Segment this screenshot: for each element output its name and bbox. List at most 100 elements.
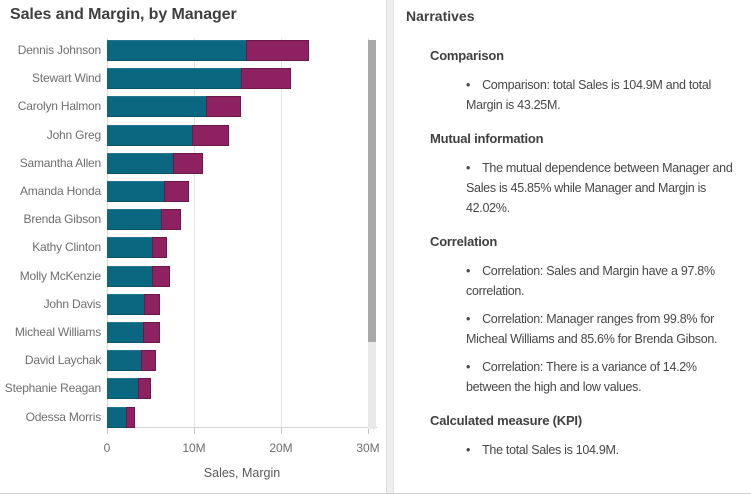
narrative-section-heading: Mutual information <box>430 131 544 146</box>
chart-scrollbar[interactable] <box>368 40 376 429</box>
sales-bar-segment[interactable] <box>107 237 152 259</box>
stacked-bar <box>107 406 135 428</box>
narrative-sections: Comparison • Comparison: total Sales is 10… <box>406 44 745 460</box>
bar-row: Samantha Allen <box>0 152 377 174</box>
narrative-bullet: • Correlation: There is a variance of 14.… <box>466 357 745 397</box>
manager-label: Brenda Gibson <box>23 212 102 227</box>
narrative-bullet: • Correlation: Sales and Margin have a 97… <box>466 261 745 301</box>
bullet-point-icon: • <box>466 312 471 326</box>
narrative-section: Comparison • Comparison: total Sales is 10… <box>430 44 745 115</box>
margin-bar-segment[interactable] <box>161 209 181 231</box>
stacked-bar <box>107 209 181 231</box>
narrative-bullet-text: The total Sales is 104.9M. <box>482 443 619 457</box>
sales-bar-segment[interactable] <box>107 209 161 231</box>
narrative-section: Correlation • Correlation: Sales and Margi… <box>430 230 745 397</box>
manager-label: Amanda Honda <box>20 184 101 198</box>
stacked-bar <box>107 181 189 202</box>
manager-label: Samantha Allen <box>19 155 101 170</box>
narrative-bullet: • Comparison: total Sales is 104.9M and t… <box>466 75 745 115</box>
narrative-bullet: • Correlation: Manager ranges from 99.8% … <box>466 309 745 349</box>
margin-bar-segment[interactable] <box>164 181 189 202</box>
x-tick-label: 20M <box>269 441 293 455</box>
sales-bar-segment[interactable] <box>107 152 173 174</box>
margin-bar-segment[interactable] <box>144 293 160 315</box>
bar-row: John Greg <box>0 124 377 146</box>
margin-bar-segment[interactable] <box>246 40 309 61</box>
manager-label: Carolyn Halmon <box>17 99 101 114</box>
manager-label: Dennis Johnson <box>17 43 101 57</box>
x-tick-label: 10M <box>182 441 206 455</box>
margin-bar-segment[interactable] <box>206 96 241 118</box>
gridline <box>281 38 282 427</box>
narrative-section-heading: Correlation <box>430 234 498 249</box>
x-tick-mark <box>281 428 282 434</box>
sales-bar-segment[interactable] <box>107 293 144 315</box>
margin-bar-segment[interactable] <box>192 124 229 146</box>
narrative-section: Calculated measure (KPI) • The total Sales… <box>430 409 745 460</box>
margin-bar-segment[interactable] <box>173 152 203 174</box>
sales-bar-segment[interactable] <box>107 378 138 400</box>
bullet-point-icon: • <box>466 161 471 175</box>
manager-label: Stephanie Reagan <box>4 381 101 396</box>
narrative-bullet-list: • The mutual dependence between Manager a… <box>466 158 745 218</box>
sales-bar-segment[interactable] <box>107 322 143 343</box>
bar-row: Stephanie Reagan <box>0 378 377 400</box>
manager-label: John Greg <box>46 127 101 142</box>
margin-bar-segment[interactable] <box>126 406 135 428</box>
panel-divider <box>386 0 394 494</box>
manager-label: John Davis <box>43 296 102 311</box>
bar-row: Carolyn Halmon <box>0 96 377 118</box>
margin-bar-segment[interactable] <box>152 237 167 259</box>
margin-bar-segment[interactable] <box>141 350 156 372</box>
margin-bar-segment[interactable] <box>143 322 160 343</box>
bullet-point-icon: • <box>466 78 471 92</box>
narrative-bullet-text: Correlation: There is a variance of 14.2… <box>466 360 697 394</box>
gridline <box>107 38 108 427</box>
margin-bar-segment[interactable] <box>152 265 170 287</box>
manager-label: Stewart Wind <box>32 71 101 86</box>
bar-row: Dennis Johnson <box>0 40 377 61</box>
bar-row: Molly McKenzie <box>0 265 377 287</box>
sales-bar-segment[interactable] <box>107 68 241 90</box>
sales-bar-segment[interactable] <box>107 181 164 202</box>
margin-bar-segment[interactable] <box>138 378 151 400</box>
stacked-bar <box>107 322 160 343</box>
stacked-bar <box>107 68 291 90</box>
stacked-bar <box>107 265 170 287</box>
stacked-bar <box>107 237 167 259</box>
narrative-bullet-text: The mutual dependence between Manager an… <box>466 161 733 215</box>
bar-row: Brenda Gibson <box>0 209 377 231</box>
x-tick-mark <box>368 428 369 434</box>
sales-bar-segment[interactable] <box>107 40 246 61</box>
bullet-point-icon: • <box>466 360 471 374</box>
stacked-bar <box>107 350 156 372</box>
narrative-bullet-text: Correlation: Manager ranges from 99.8% f… <box>466 312 718 346</box>
narrative-bullet: • The total Sales is 104.9M. <box>466 440 745 460</box>
bar-row: John Davis <box>0 293 377 315</box>
sales-bar-segment[interactable] <box>107 265 152 287</box>
sales-bar-segment[interactable] <box>107 96 206 118</box>
bar-row: Amanda Honda <box>0 181 377 202</box>
gridline <box>194 38 195 427</box>
bar-row: David Laychak <box>0 350 377 372</box>
narrative-bullet-list: • Comparison: total Sales is 104.9M and t… <box>466 75 745 115</box>
chart-scrollbar-thumb[interactable] <box>368 40 376 342</box>
sales-bar-segment[interactable] <box>107 350 141 372</box>
bar-rows: Dennis Johnson Stewart Wind Carolyn Halmon… <box>0 38 377 428</box>
narrative-bullet-list: • The total Sales is 104.9M. <box>466 440 745 460</box>
stacked-bar <box>107 293 160 315</box>
sales-bar-segment[interactable] <box>107 406 126 428</box>
manager-label: Odessa Morris <box>25 409 102 424</box>
sales-bar-segment[interactable] <box>107 124 192 146</box>
manager-label: Micheal Williams <box>14 325 101 339</box>
x-tick-label: 30M <box>356 441 380 455</box>
bullet-point-icon: • <box>466 264 471 278</box>
narrative-section-heading: Calculated measure (KPI) <box>430 413 582 428</box>
narrative-bullet-text: Correlation: Sales and Margin have a 97.… <box>466 264 715 298</box>
margin-bar-segment[interactable] <box>241 68 291 90</box>
x-axis-title: Sales, Margin <box>203 466 281 480</box>
bar-chart-panel: Sales and Margin, by Manager Dennis John… <box>0 6 380 480</box>
manager-label: Molly McKenzie <box>19 268 101 283</box>
narrative-section-heading: Comparison <box>430 48 504 63</box>
